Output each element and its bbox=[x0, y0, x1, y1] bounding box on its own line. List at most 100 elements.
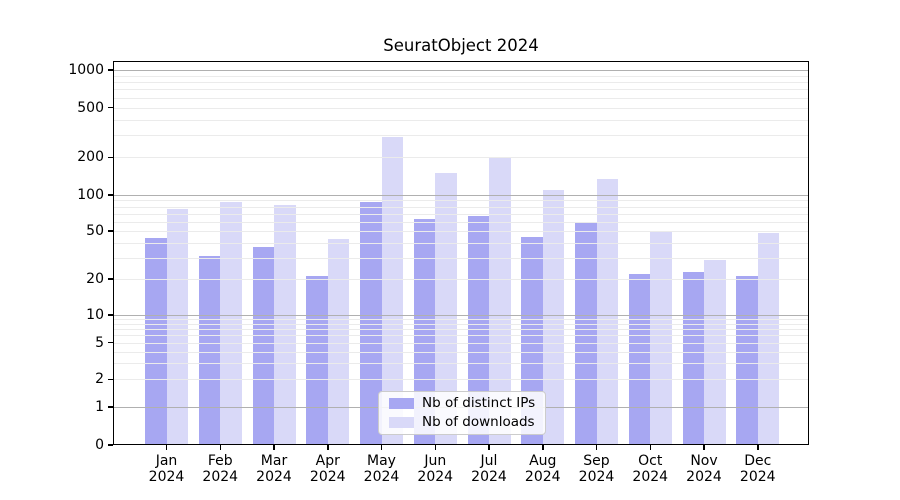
x-tick-label: Apr 2024 bbox=[294, 453, 362, 485]
bar-downloads-oct-2024 bbox=[650, 231, 672, 445]
x-tick-label: Nov 2024 bbox=[670, 453, 738, 485]
y-tick-mark bbox=[108, 106, 113, 109]
bar-downloads-jun-2024 bbox=[435, 172, 457, 445]
x-tick-label: Dec 2024 bbox=[724, 453, 792, 485]
x-tick-month: Apr bbox=[315, 453, 340, 469]
x-tick-month: Mar bbox=[260, 453, 288, 469]
legend: Nb of distinct IPs Nb of downloads bbox=[378, 391, 546, 435]
x-tick-mark bbox=[757, 445, 759, 450]
x-tick-mark bbox=[542, 445, 544, 450]
bar-distinct-ips-jan-2024 bbox=[145, 237, 167, 445]
y-tick-label: 5 bbox=[95, 334, 104, 351]
x-tick-label: Aug 2024 bbox=[509, 453, 577, 485]
x-tick-year: 2024 bbox=[363, 469, 400, 485]
bar-distinct-ips-jul-2024 bbox=[467, 215, 489, 445]
y-tick-mark bbox=[108, 314, 113, 316]
x-tick-year: 2024 bbox=[202, 469, 239, 485]
x-tick-year: 2024 bbox=[739, 469, 776, 485]
x-tick-mark bbox=[165, 445, 168, 450]
x-tick-year: 2024 bbox=[524, 469, 561, 485]
y-tick-label: 100 bbox=[77, 187, 104, 203]
legend-label-distinct-ips: Nb of distinct IPs bbox=[422, 395, 536, 411]
x-tick-month: Aug bbox=[529, 453, 557, 469]
bar-distinct-ips-dec-2024 bbox=[736, 276, 758, 445]
x-tick-mark bbox=[434, 445, 436, 450]
x-tick-mark bbox=[488, 445, 490, 450]
bar-distinct-ips-apr-2024 bbox=[306, 276, 328, 445]
x-tick-label: Sep 2024 bbox=[563, 453, 631, 485]
y-tick-mark bbox=[108, 278, 113, 280]
x-tick-label: Oct 2024 bbox=[616, 453, 684, 485]
x-tick-label: Mar 2024 bbox=[240, 453, 308, 485]
bar-distinct-ips-oct-2024 bbox=[628, 273, 651, 445]
bar-downloads-feb-2024 bbox=[220, 202, 242, 445]
legend-item-downloads: Nb of downloads bbox=[389, 415, 539, 430]
x-tick-year: 2024 bbox=[471, 469, 507, 485]
x-tick-month: Nov bbox=[690, 453, 718, 469]
x-tick-year: 2024 bbox=[632, 469, 669, 485]
bar-distinct-ips-jun-2024 bbox=[413, 219, 436, 445]
legend-swatch-distinct-ips bbox=[389, 398, 414, 409]
legend-item-distinct-ips: Nb of distinct IPs bbox=[389, 396, 539, 411]
x-tick-year: 2024 bbox=[417, 469, 454, 485]
x-tick-month: Jul bbox=[480, 453, 498, 469]
x-tick-month: Dec bbox=[744, 453, 772, 469]
x-tick-year: 2024 bbox=[309, 469, 346, 485]
bar-downloads-nov-2024 bbox=[704, 259, 726, 445]
x-tick-month: May bbox=[367, 453, 396, 469]
x-tick-year: 2024 bbox=[148, 469, 185, 485]
x-tick-mark bbox=[380, 445, 383, 450]
y-tick-mark bbox=[108, 406, 113, 408]
bar-downloads-mar-2024 bbox=[274, 204, 296, 445]
x-tick-label: Jul 2024 bbox=[455, 453, 523, 485]
y-tick-label: 10 bbox=[86, 307, 104, 323]
x-tick-mark bbox=[219, 445, 221, 450]
bar-distinct-ips-mar-2024 bbox=[252, 246, 274, 445]
x-tick-month: Jun bbox=[424, 453, 447, 469]
x-tick-month: Feb bbox=[207, 453, 233, 469]
bar-downloads-apr-2024 bbox=[327, 238, 350, 445]
x-tick-month: Jan bbox=[155, 453, 178, 469]
x-tick-year: 2024 bbox=[686, 469, 722, 485]
y-tick-mark bbox=[108, 194, 113, 196]
y-tick-mark bbox=[108, 230, 113, 232]
bar-distinct-ips-sep-2024 bbox=[575, 221, 597, 445]
y-tick-label: 0 bbox=[95, 437, 104, 453]
plot-area bbox=[113, 61, 809, 445]
x-tick-year: 2024 bbox=[578, 469, 615, 485]
x-tick-mark bbox=[327, 445, 329, 450]
bar-distinct-ips-nov-2024 bbox=[682, 271, 704, 445]
chart-title: SeuratObject 2024 bbox=[383, 36, 539, 55]
y-tick-label: 20 bbox=[86, 270, 104, 287]
bar-distinct-ips-feb-2024 bbox=[198, 256, 221, 445]
x-tick-mark bbox=[649, 445, 651, 450]
y-tick-label: 50 bbox=[86, 223, 104, 240]
x-tick-label: Feb 2024 bbox=[186, 453, 254, 485]
y-tick-label: 2 bbox=[95, 371, 104, 388]
x-tick-month: Oct bbox=[638, 453, 663, 469]
legend-label-downloads: Nb of downloads bbox=[422, 414, 535, 430]
x-tick-label: Jan 2024 bbox=[133, 453, 201, 485]
y-tick-mark bbox=[108, 69, 113, 71]
y-tick-label: 1000 bbox=[68, 62, 104, 78]
x-tick-label: May 2024 bbox=[348, 453, 416, 485]
x-tick-month: Sep bbox=[583, 453, 610, 469]
bar-distinct-ips-may-2024 bbox=[360, 202, 382, 445]
y-tick-label: 500 bbox=[77, 99, 104, 116]
bar-downloads-sep-2024 bbox=[596, 178, 618, 445]
y-tick-label: 1 bbox=[95, 399, 104, 415]
x-tick-mark bbox=[273, 445, 275, 450]
y-tick-mark bbox=[108, 156, 113, 159]
bar-downloads-jan-2024 bbox=[166, 209, 188, 445]
bar-downloads-jul-2024 bbox=[489, 157, 511, 445]
bar-downloads-aug-2024 bbox=[542, 189, 565, 445]
bar-downloads-dec-2024 bbox=[757, 233, 780, 445]
y-tick-mark bbox=[108, 378, 113, 381]
x-tick-label: Jun 2024 bbox=[401, 453, 469, 485]
y-tick-mark bbox=[108, 444, 113, 446]
legend-swatch-downloads bbox=[389, 417, 414, 428]
bars-layer bbox=[113, 61, 809, 445]
x-tick-year: 2024 bbox=[256, 469, 292, 485]
y-tick-mark bbox=[108, 341, 113, 344]
